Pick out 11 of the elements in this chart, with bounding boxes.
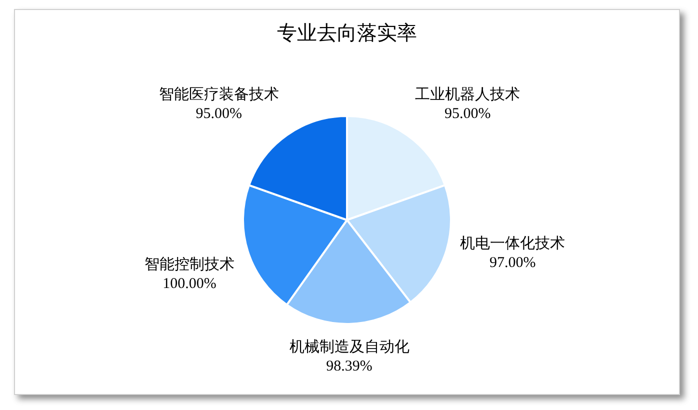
data-label: 95.00% (196, 106, 242, 122)
slice-label: 工业机器人技术 (415, 86, 520, 104)
data-label: 100.00% (162, 276, 216, 292)
data-label: 98.39% (326, 358, 372, 374)
slice-label: 机电一体化技术 (460, 234, 566, 252)
slice-label: 智能控制技术 (144, 256, 234, 274)
slice-label: 智能医疗装备技术 (158, 86, 279, 104)
data-label: 97.00% (490, 254, 536, 271)
chart-title: 专业去向落实率 (277, 22, 417, 44)
data-label: 95.00% (444, 106, 491, 122)
slice-label: 机械制造及自动化 (289, 338, 410, 356)
